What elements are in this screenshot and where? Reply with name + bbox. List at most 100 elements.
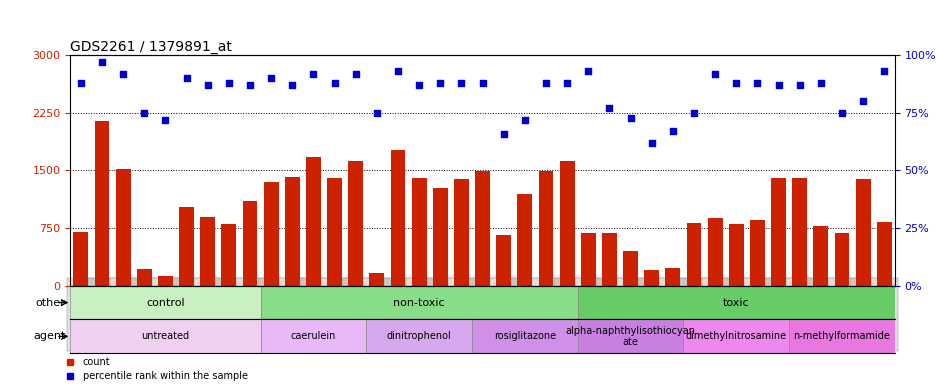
Point: [538, 80, 553, 86]
Point: [179, 75, 194, 81]
Bar: [812, 226, 827, 286]
Point: [158, 117, 173, 123]
Bar: [263, 182, 278, 286]
Point: [242, 82, 257, 88]
Text: n-methylformamide: n-methylformamide: [793, 331, 889, 341]
Bar: [749, 220, 764, 286]
Point: [263, 75, 278, 81]
Bar: [665, 268, 680, 286]
Bar: [137, 269, 152, 286]
Bar: [517, 194, 532, 286]
Bar: [728, 224, 743, 286]
Text: percentile rank within the sample: percentile rank within the sample: [82, 371, 247, 381]
Bar: [73, 232, 88, 286]
Text: non-toxic: non-toxic: [393, 298, 445, 308]
Bar: [158, 276, 172, 286]
Point: [221, 80, 236, 86]
Point: [728, 80, 743, 86]
Bar: [348, 161, 363, 286]
Point: [285, 82, 300, 88]
Point: [432, 80, 447, 86]
Point: [475, 80, 490, 86]
Text: untreated: untreated: [141, 331, 189, 341]
Point: [115, 71, 130, 77]
Bar: [369, 273, 384, 286]
Bar: [390, 150, 405, 286]
Point: [876, 68, 891, 74]
Point: [369, 110, 384, 116]
Text: toxic: toxic: [723, 298, 749, 308]
Bar: [496, 235, 510, 286]
Text: GDS2261 / 1379891_at: GDS2261 / 1379891_at: [70, 40, 232, 54]
Text: dinitrophenol: dinitrophenol: [387, 331, 451, 341]
Point: [559, 80, 574, 86]
Bar: [70, 319, 260, 353]
Point: [453, 80, 468, 86]
Bar: [644, 270, 658, 286]
Point: [834, 110, 849, 116]
Text: other: other: [36, 298, 66, 308]
Text: control: control: [146, 298, 184, 308]
Bar: [116, 169, 130, 286]
Bar: [327, 178, 342, 286]
Bar: [580, 233, 595, 286]
Bar: [578, 286, 894, 319]
Point: [411, 82, 426, 88]
Bar: [601, 233, 616, 286]
Bar: [622, 251, 637, 286]
Text: rosiglitazone: rosiglitazone: [493, 331, 555, 341]
Bar: [200, 217, 215, 286]
Text: dimethylnitrosamine: dimethylnitrosamine: [685, 331, 786, 341]
Bar: [95, 121, 110, 286]
Point: [707, 71, 722, 77]
Point: [644, 140, 659, 146]
Point: [200, 82, 215, 88]
Bar: [242, 201, 257, 286]
Bar: [472, 319, 578, 353]
Point: [686, 110, 701, 116]
Point: [749, 80, 764, 86]
Point: [770, 82, 785, 88]
Bar: [578, 319, 682, 353]
Point: [73, 80, 88, 86]
Bar: [876, 222, 891, 286]
Bar: [306, 157, 320, 286]
Bar: [260, 319, 366, 353]
Text: alpha-naphthylisothiocyan
ate: alpha-naphthylisothiocyan ate: [565, 326, 695, 347]
Point: [812, 80, 827, 86]
Point: [327, 80, 342, 86]
Bar: [411, 178, 426, 286]
Bar: [792, 178, 806, 286]
Bar: [221, 224, 236, 286]
Bar: [432, 188, 447, 286]
Bar: [855, 179, 870, 286]
Text: caerulein: caerulein: [290, 331, 336, 341]
Bar: [682, 319, 788, 353]
Bar: [70, 286, 260, 319]
Point: [622, 114, 637, 121]
Bar: [788, 319, 894, 353]
Point: [601, 105, 616, 111]
Bar: [179, 207, 194, 286]
Bar: [475, 171, 490, 286]
Point: [791, 82, 806, 88]
Bar: [366, 319, 472, 353]
Point: [580, 68, 595, 74]
Bar: [454, 179, 468, 286]
Bar: [538, 171, 553, 286]
Point: [137, 110, 152, 116]
Bar: [559, 161, 574, 286]
Point: [517, 117, 532, 123]
Point: [305, 71, 320, 77]
Point: [348, 71, 363, 77]
Point: [390, 68, 405, 74]
Bar: [834, 233, 848, 286]
Point: [855, 98, 870, 104]
Text: count: count: [82, 357, 110, 367]
Point: [496, 131, 511, 137]
Bar: [260, 286, 578, 319]
Bar: [285, 177, 300, 286]
Text: agent: agent: [33, 331, 66, 341]
Point: [95, 59, 110, 65]
Bar: [770, 178, 785, 286]
